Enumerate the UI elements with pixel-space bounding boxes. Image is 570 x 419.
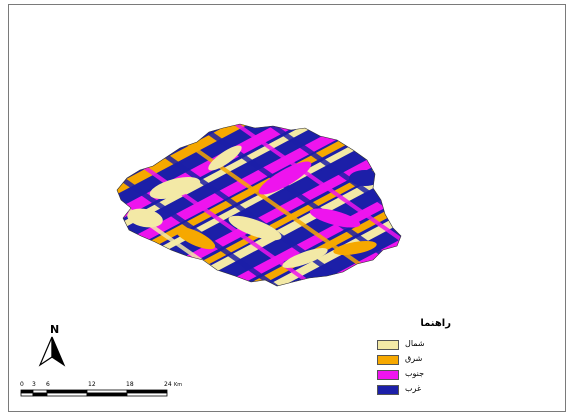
legend-item: شرق (371, 354, 451, 367)
map-legend: راهنما شمال شرق جنوب غرب (371, 318, 451, 400)
legend-label: جنوب (405, 369, 425, 378)
legend-label: شرق (405, 354, 423, 363)
legend-item: شمال (371, 339, 451, 352)
aspect-map (116, 123, 402, 287)
scale-tick-label: 24 (164, 381, 172, 388)
legend-swatch (377, 385, 399, 395)
scale-tick-label: 3 (32, 381, 36, 388)
legend-label: شمال (405, 339, 425, 348)
legend-label: غرب (405, 384, 422, 393)
scale-tick-label: 6 (46, 381, 50, 388)
legend-swatch (377, 355, 399, 365)
scale-tick-label: 0 (20, 381, 24, 388)
scale-tick-label: 12 (88, 381, 96, 388)
legend-item: غرب (371, 384, 451, 397)
scale-unit: Km (174, 382, 182, 388)
legend-swatch (377, 370, 399, 380)
north-label: N (50, 323, 60, 336)
legend-title: راهنما (420, 318, 451, 329)
north-arrow-icon (38, 336, 66, 367)
legend-item: جنوب (371, 369, 451, 382)
legend-swatch (377, 340, 399, 350)
scale-bar: 0 3 6 12 18 24 Km (20, 381, 182, 397)
scale-tick-label: 18 (126, 381, 134, 388)
